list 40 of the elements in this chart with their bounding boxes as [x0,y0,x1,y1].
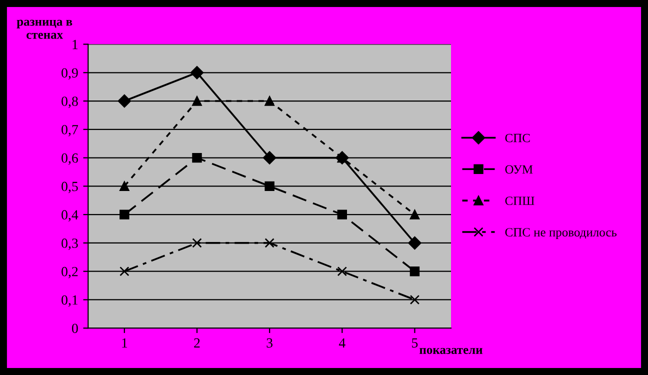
point [264,96,274,106]
point [192,238,202,248]
point [337,266,348,276]
y-axis-title: разница в стенах [16,20,72,39]
point [120,266,130,276]
point [190,66,204,80]
point [192,96,202,106]
y-tick-label: 0,6 [62,153,78,165]
point [118,94,132,108]
point [410,210,420,220]
x-tick-label: 1 [122,338,128,348]
point [262,151,276,164]
point [264,181,274,192]
x-axis-title: показатели [420,348,482,354]
point [410,266,420,276]
point [120,210,130,220]
y-tick-label: 0,2 [62,266,78,278]
y-tick-label: 0,9 [62,68,78,80]
y-tick-label: 0,8 [62,96,78,108]
legend-label: СПШ [505,196,534,206]
x-tick-label: 3 [266,338,272,348]
point [192,152,202,163]
point [408,236,422,250]
point [337,210,348,220]
y-tick-label: 0,1 [62,295,78,307]
x-tick-label: 5 [412,338,418,348]
point [410,294,420,305]
y-tick-label: 0,5 [62,182,78,194]
y-tick-label: 0,4 [62,210,78,222]
legend-label: СПС не проводилось [505,228,617,240]
y-tick-label: 1 [72,40,78,50]
x-tick-label: 4 [338,338,346,348]
y-tick-label: 0,3 [62,238,78,250]
point [264,238,274,248]
point [120,181,130,192]
legend-label: СПС [505,134,530,142]
y-tick-label: 0 [72,324,78,334]
y-tick-label: 0,7 [62,124,78,136]
legend-label: ОУМ [505,165,533,174]
x-tick-label: 2 [194,338,200,348]
